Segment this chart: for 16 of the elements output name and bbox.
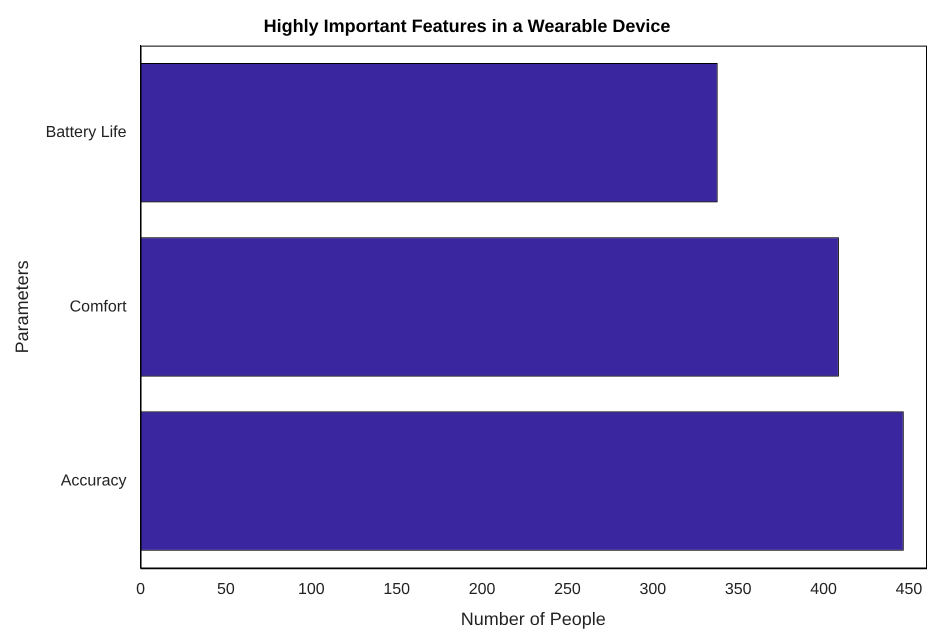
y-tick-label: Comfort	[70, 298, 128, 316]
x-tick-label: 200	[468, 581, 496, 598]
chart-title: Highly Important Features in a Wearable Device	[264, 16, 670, 36]
x-tick-label: 250	[554, 581, 581, 598]
x-tick-label: 150	[383, 581, 410, 598]
x-tick-label: 100	[298, 581, 325, 598]
y-tick-label: Accuracy	[60, 472, 127, 490]
x-tick-label: 300	[639, 581, 666, 598]
x-tick-label: 50	[217, 581, 235, 598]
x-axis-title: Number of People	[460, 609, 606, 630]
y-tick-label: Battery Life	[46, 124, 127, 142]
x-tick-label: 400	[810, 581, 837, 598]
x-tick-label: 350	[724, 581, 752, 598]
y-axis-title: Parameters	[12, 260, 32, 354]
x-tick-label: 450	[896, 581, 922, 598]
x-tick-label: 0	[136, 581, 146, 598]
